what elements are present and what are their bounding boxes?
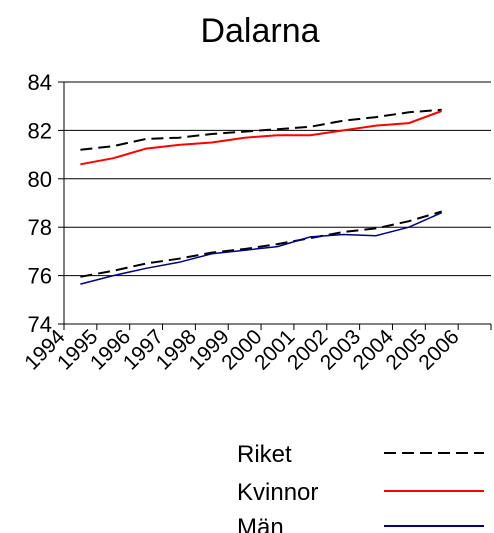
series-line-kvinnor bbox=[80, 110, 443, 166]
legend-label: Riket bbox=[237, 441, 292, 468]
series-line-män bbox=[80, 212, 443, 285]
y-tick-label: 76 bbox=[28, 264, 52, 289]
y-tick-label: 84 bbox=[28, 70, 52, 95]
grid-lines bbox=[64, 81, 491, 277]
axes bbox=[58, 81, 492, 330]
y-tick-label: 82 bbox=[28, 118, 52, 143]
legend: Riket Kvinnor Män bbox=[237, 441, 484, 533]
series-line-riket bbox=[80, 210, 442, 278]
legend-label: Män bbox=[237, 514, 284, 533]
series-line-riket bbox=[80, 108, 442, 151]
y-tick-labels: 74 76 78 80 82 84 bbox=[28, 70, 52, 337]
y-tick-label: 74 bbox=[28, 312, 52, 337]
legend-label: Kvinnor bbox=[237, 479, 318, 506]
y-tick-label: 80 bbox=[28, 167, 52, 192]
chart-title: Dalarna bbox=[200, 12, 319, 50]
x-tick-labels: 1994199519961997199819992000200120022003… bbox=[20, 325, 463, 375]
y-tick-label: 78 bbox=[28, 215, 52, 240]
series-lines bbox=[80, 108, 443, 285]
